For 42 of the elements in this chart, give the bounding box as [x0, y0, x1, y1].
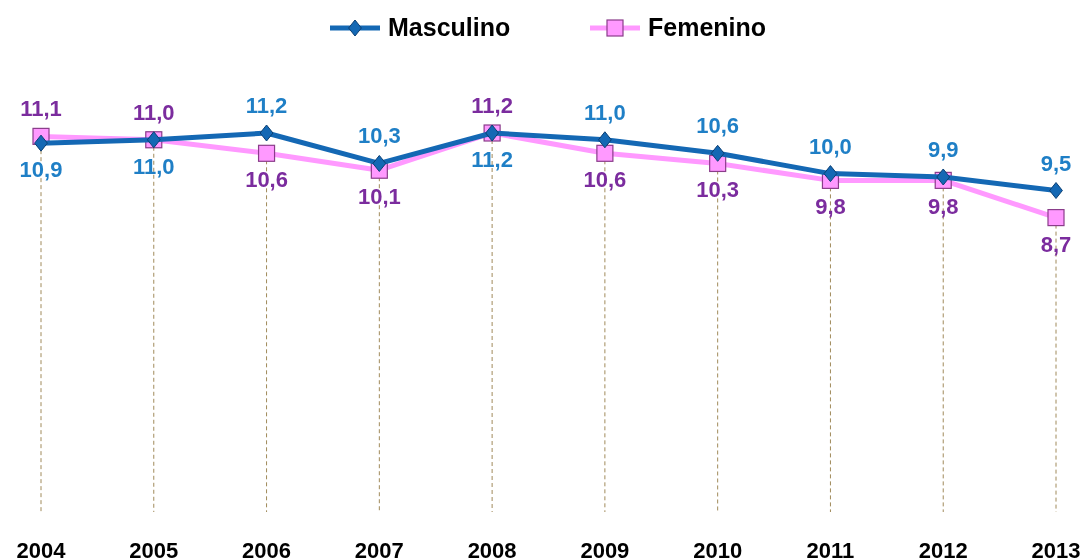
- data-label: 11,2: [471, 147, 513, 172]
- point: [1049, 182, 1063, 200]
- data-label: 10,6: [245, 167, 288, 193]
- x-tick-label: 2009: [580, 538, 630, 560]
- data-label: 11,2: [471, 93, 513, 118]
- x-tick-label: 2012: [918, 538, 968, 560]
- point: [710, 144, 725, 162]
- data-label: 9,9: [927, 136, 959, 162]
- x-tick-label: 2004: [16, 538, 67, 560]
- point: [597, 131, 612, 149]
- x-tick-label: 2011: [806, 538, 855, 560]
- data-label: 9,8: [815, 194, 846, 220]
- point: [372, 154, 387, 172]
- point: [1047, 209, 1065, 227]
- data-label: 10,6: [696, 113, 740, 139]
- x-tick-label: 2007: [354, 538, 404, 560]
- point: [259, 124, 274, 142]
- legend-label: Femenino: [648, 13, 767, 41]
- x-tick-label: 2008: [467, 538, 517, 560]
- data-label: 11,2: [245, 93, 288, 118]
- data-label: 9,8: [927, 194, 959, 220]
- data-label: 8,7: [1040, 231, 1072, 257]
- point: [596, 144, 614, 162]
- point: [34, 134, 48, 152]
- x-tick-label: 2010: [693, 538, 743, 560]
- x-tick-label: 2013: [1031, 538, 1081, 560]
- x-tick-label: 2006: [242, 538, 292, 560]
- data-label: 11,0: [132, 99, 175, 125]
- data-label: 11,0: [132, 153, 175, 179]
- data-label: 10,9: [19, 157, 63, 183]
- point: [257, 144, 276, 162]
- data-label: 9,5: [1040, 150, 1072, 176]
- data-label: 11,1: [20, 96, 62, 122]
- data-label: 10,0: [809, 133, 852, 159]
- data-label: 10,1: [357, 184, 401, 210]
- point: [823, 165, 838, 183]
- data-label: 10,3: [696, 177, 740, 203]
- data-label: 10,3: [357, 123, 401, 149]
- x-tick-label: 2005: [129, 538, 179, 560]
- legend-label: Masculino: [388, 13, 511, 41]
- data-label: 11,0: [584, 99, 626, 125]
- data-label: 10,6: [583, 167, 627, 193]
